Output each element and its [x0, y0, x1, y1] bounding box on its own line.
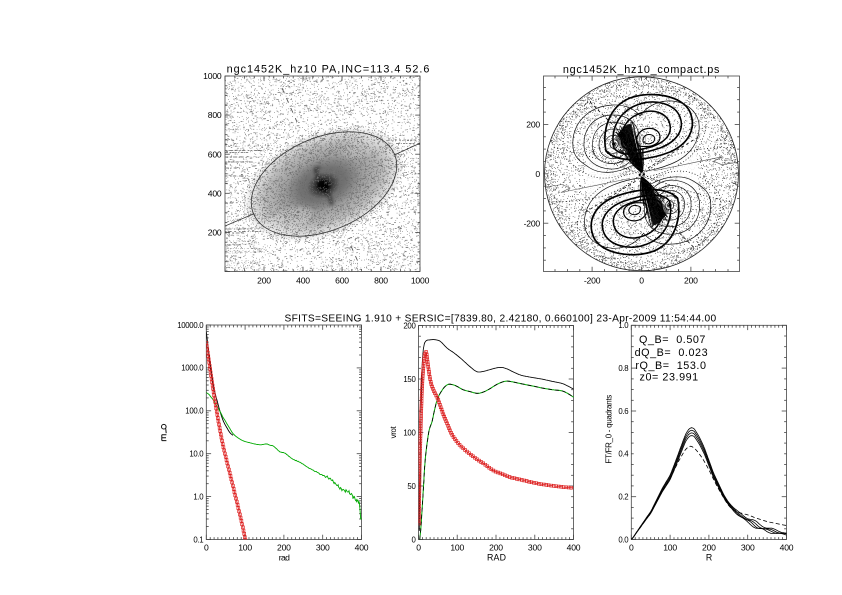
svg-text:300: 300: [741, 542, 755, 552]
svg-text:ngc1452K_hz10 PA,INC=113.4 52.: ngc1452K_hz10 PA,INC=113.4 52.6: [227, 64, 431, 76]
svg-text:1.0: 1.0: [618, 321, 629, 330]
svg-text:10.0: 10.0: [189, 450, 204, 459]
svg-text:400: 400: [208, 188, 222, 198]
svg-text:rQ_B= 153.0: rQ_B= 153.0: [635, 360, 706, 372]
svg-text:100: 100: [403, 428, 416, 437]
svg-text:100.0: 100.0: [185, 407, 204, 416]
svg-text:0.4: 0.4: [618, 450, 629, 459]
svg-text:50: 50: [407, 482, 416, 491]
svg-text:10000.0: 10000.0: [177, 321, 204, 330]
svg-text:200: 200: [702, 542, 716, 552]
svg-text:1000: 1000: [411, 276, 430, 286]
svg-text:0: 0: [411, 535, 416, 544]
svg-text:-200: -200: [524, 218, 541, 228]
svg-text:0: 0: [639, 276, 644, 286]
svg-text:400: 400: [355, 542, 369, 552]
svg-text:1000.0: 1000.0: [181, 364, 204, 373]
svg-text:0: 0: [204, 542, 209, 552]
svg-text:0.0: 0.0: [618, 535, 629, 544]
svg-text:-200: -200: [584, 276, 601, 286]
svg-text:1000: 1000: [203, 71, 222, 81]
svg-text:600: 600: [335, 276, 349, 286]
svg-text:ngc1452K_hz10_compact.ps: ngc1452K_hz10_compact.ps: [563, 64, 720, 76]
svg-text:0: 0: [416, 542, 421, 552]
svg-text:600: 600: [208, 149, 222, 159]
svg-text:200: 200: [208, 228, 222, 238]
svg-text:200: 200: [684, 276, 698, 286]
svg-text:200: 200: [489, 542, 503, 552]
svg-text:RAD: RAD: [487, 552, 506, 562]
svg-text:vrot: vrot: [389, 425, 398, 438]
svg-text:100: 100: [663, 542, 677, 552]
svg-text:FT/FR_0 - quadrants: FT/FR_0 - quadrants: [605, 395, 614, 464]
svg-text:z0= 23.991: z0= 23.991: [640, 372, 699, 384]
svg-text:400: 400: [567, 542, 581, 552]
svg-text:200: 200: [526, 120, 540, 130]
svg-text:800: 800: [374, 276, 388, 286]
svg-text:400: 400: [780, 542, 794, 552]
svg-text:Q_B= 0.507: Q_B= 0.507: [639, 334, 706, 346]
svg-text:SFITS=SEEING 1.910 + SERSIC=[7: SFITS=SEEING 1.910 + SERSIC=[7839.80, 2.…: [284, 314, 716, 325]
svg-text:300: 300: [316, 542, 330, 552]
svg-text:300: 300: [528, 542, 542, 552]
svg-text:0: 0: [629, 542, 634, 552]
svg-text:400: 400: [296, 276, 310, 286]
svg-text:100: 100: [238, 542, 252, 552]
svg-text:dQ_B= 0.023: dQ_B= 0.023: [635, 347, 709, 359]
svg-text:0.2: 0.2: [618, 493, 628, 502]
svg-text:150: 150: [403, 375, 416, 384]
svg-text:0.1: 0.1: [193, 535, 203, 544]
svg-text:0: 0: [535, 169, 540, 179]
svg-text:800: 800: [208, 110, 222, 120]
svg-text:R: R: [706, 552, 712, 562]
svg-text:0.8: 0.8: [618, 364, 628, 373]
svg-text:200: 200: [403, 321, 416, 330]
svg-text:200: 200: [277, 542, 291, 552]
svg-text:100: 100: [450, 542, 464, 552]
svg-text:200: 200: [257, 276, 271, 286]
svg-text:1.0: 1.0: [193, 492, 204, 501]
svg-text:0.6: 0.6: [618, 407, 628, 416]
svg-text:rad: rad: [279, 552, 290, 562]
